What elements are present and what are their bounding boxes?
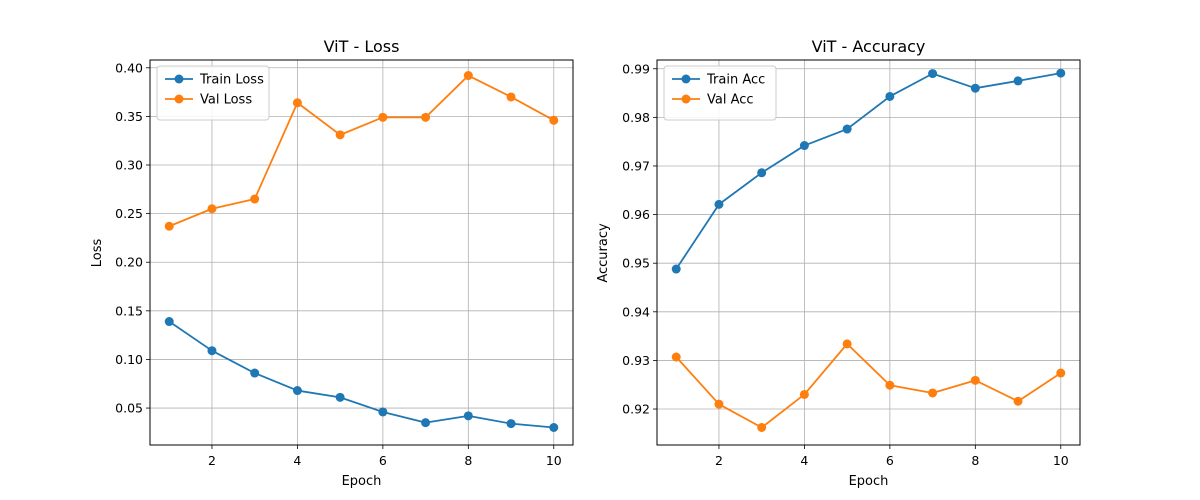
train-loss-point [549, 423, 559, 432]
train-acc-point [671, 264, 681, 274]
val-acc-point [714, 399, 724, 409]
loss-x-tick-label: 10 [546, 453, 562, 468]
val-acc-point [842, 339, 852, 349]
train-acc-point [842, 124, 852, 134]
accuracy-y-tick-label: 0.92 [622, 402, 650, 417]
train-loss-point [207, 346, 217, 356]
train-acc-line [675, 72, 1061, 270]
accuracy-y-tick-label: 0.93 [622, 353, 650, 368]
accuracy-series [671, 68, 1066, 432]
accuracy-x-axis-label: Epoch [849, 474, 889, 489]
train-loss-point [164, 317, 174, 327]
train-loss-point [378, 407, 388, 417]
loss-x-tick-label: 4 [293, 453, 301, 468]
loss-y-tick-label: 0.20 [115, 255, 143, 270]
val-acc-point [928, 388, 938, 398]
accuracy-chart-title: ViT - Accuracy [812, 37, 926, 56]
val-loss-line [168, 74, 555, 228]
val-loss-point [463, 71, 473, 81]
accuracy-ticks: 2 4 6 8 10 0.92 0.93 0.94 0.95 0.96 0.97 0.98 0.99 [622, 61, 1069, 468]
val-acc-line [675, 342, 1062, 429]
train-acc-point [885, 91, 895, 101]
accuracy-y-tick-label: 0.94 [622, 304, 650, 319]
loss-x-axis-label: Epoch [342, 474, 382, 489]
train-loss-legend-label: Train Loss [199, 73, 264, 88]
loss-x-tick-label: 8 [464, 453, 472, 468]
loss-series [164, 71, 559, 432]
accuracy-y-tick-label: 0.98 [622, 110, 650, 125]
loss-y-tick-label: 0.40 [115, 60, 143, 75]
accuracy-y-tick-label: 0.97 [622, 158, 650, 173]
train-loss-line [168, 320, 554, 429]
val-acc-point [757, 423, 767, 432]
val-acc-point [671, 352, 681, 362]
loss-y-axis-label: Loss [90, 239, 105, 268]
val-acc-point [885, 380, 895, 390]
accuracy-y-tick-label: 0.96 [622, 207, 650, 222]
train-loss-point [506, 419, 516, 429]
accuracy-x-tick-label: 10 [1053, 453, 1069, 468]
accuracy-y-tick-label: 0.99 [622, 61, 650, 76]
loss-y-tick-label: 0.30 [115, 158, 143, 173]
train-acc-legend-label: Train Acc [706, 73, 765, 88]
loss-legend: Train Loss Val Loss [156, 65, 270, 121]
train-acc-point [757, 168, 767, 178]
train-acc-point [970, 83, 980, 93]
val-acc-point [799, 389, 809, 399]
accuracy-x-tick-label: 6 [886, 453, 894, 468]
loss-chart-title: ViT - Loss [324, 37, 400, 56]
train-loss-point [292, 386, 302, 396]
train-acc-point [928, 69, 938, 79]
loss-y-tick-label: 0.05 [115, 401, 143, 416]
loss-y-tick-label: 0.10 [115, 352, 143, 367]
val-loss-legend-marker [174, 94, 184, 104]
loss-chart: ViT - Loss 2 4 6 8 10 0.05 0.10 0.15 0.20 0.25 0.3… [90, 37, 574, 489]
loss-axes-frame [149, 59, 574, 446]
accuracy-x-tick-label: 4 [800, 453, 808, 468]
train-loss-legend-marker [174, 74, 184, 84]
accuracy-chart: ViT - Accuracy 2 4 6 8 10 0.92 0.93 0.94 0.95 0.9… [596, 37, 1081, 489]
train-loss-point [463, 411, 473, 421]
loss-ticks: 2 4 6 8 10 0.05 0.10 0.15 0.20 0.25 0.30 0.35 0.40 [115, 60, 562, 468]
loss-x-tick-label: 2 [208, 453, 216, 468]
train-loss-point [335, 392, 345, 402]
train-loss-point [250, 368, 260, 378]
val-loss-point [250, 194, 260, 204]
loss-y-tick-label: 0.15 [115, 303, 143, 318]
val-loss-point [549, 115, 559, 125]
val-loss-legend-label: Val Loss [200, 93, 252, 108]
train-loss-point [421, 418, 431, 428]
train-acc-point [1013, 76, 1023, 86]
val-acc-point [1013, 396, 1023, 406]
val-loss-point [378, 112, 388, 122]
train-acc-point [714, 199, 724, 209]
accuracy-y-tick-label: 0.95 [622, 256, 650, 271]
accuracy-legend: Train Acc Val Acc [663, 65, 777, 121]
val-acc-legend-marker [681, 94, 691, 104]
train-acc-point [1056, 68, 1066, 78]
accuracy-y-axis-label: Accuracy [596, 223, 611, 283]
val-loss-point [207, 204, 217, 214]
accuracy-x-tick-label: 2 [715, 453, 723, 468]
loss-x-tick-label: 6 [379, 453, 387, 468]
val-acc-legend-label: Val Acc [707, 93, 754, 108]
val-acc-point [970, 375, 980, 385]
val-loss-point [164, 221, 174, 231]
val-loss-point [421, 112, 431, 122]
loss-y-tick-label: 0.25 [115, 206, 143, 221]
accuracy-axes-frame [656, 59, 1081, 446]
loss-y-tick-label: 0.35 [115, 109, 143, 124]
val-loss-point [292, 98, 302, 108]
loss-grid [150, 60, 573, 445]
train-acc-legend-marker [681, 74, 691, 84]
train-acc-point [799, 141, 809, 151]
val-acc-point [1056, 368, 1066, 378]
accuracy-x-tick-label: 8 [971, 453, 979, 468]
val-loss-point [506, 92, 516, 102]
val-loss-point [335, 130, 345, 140]
